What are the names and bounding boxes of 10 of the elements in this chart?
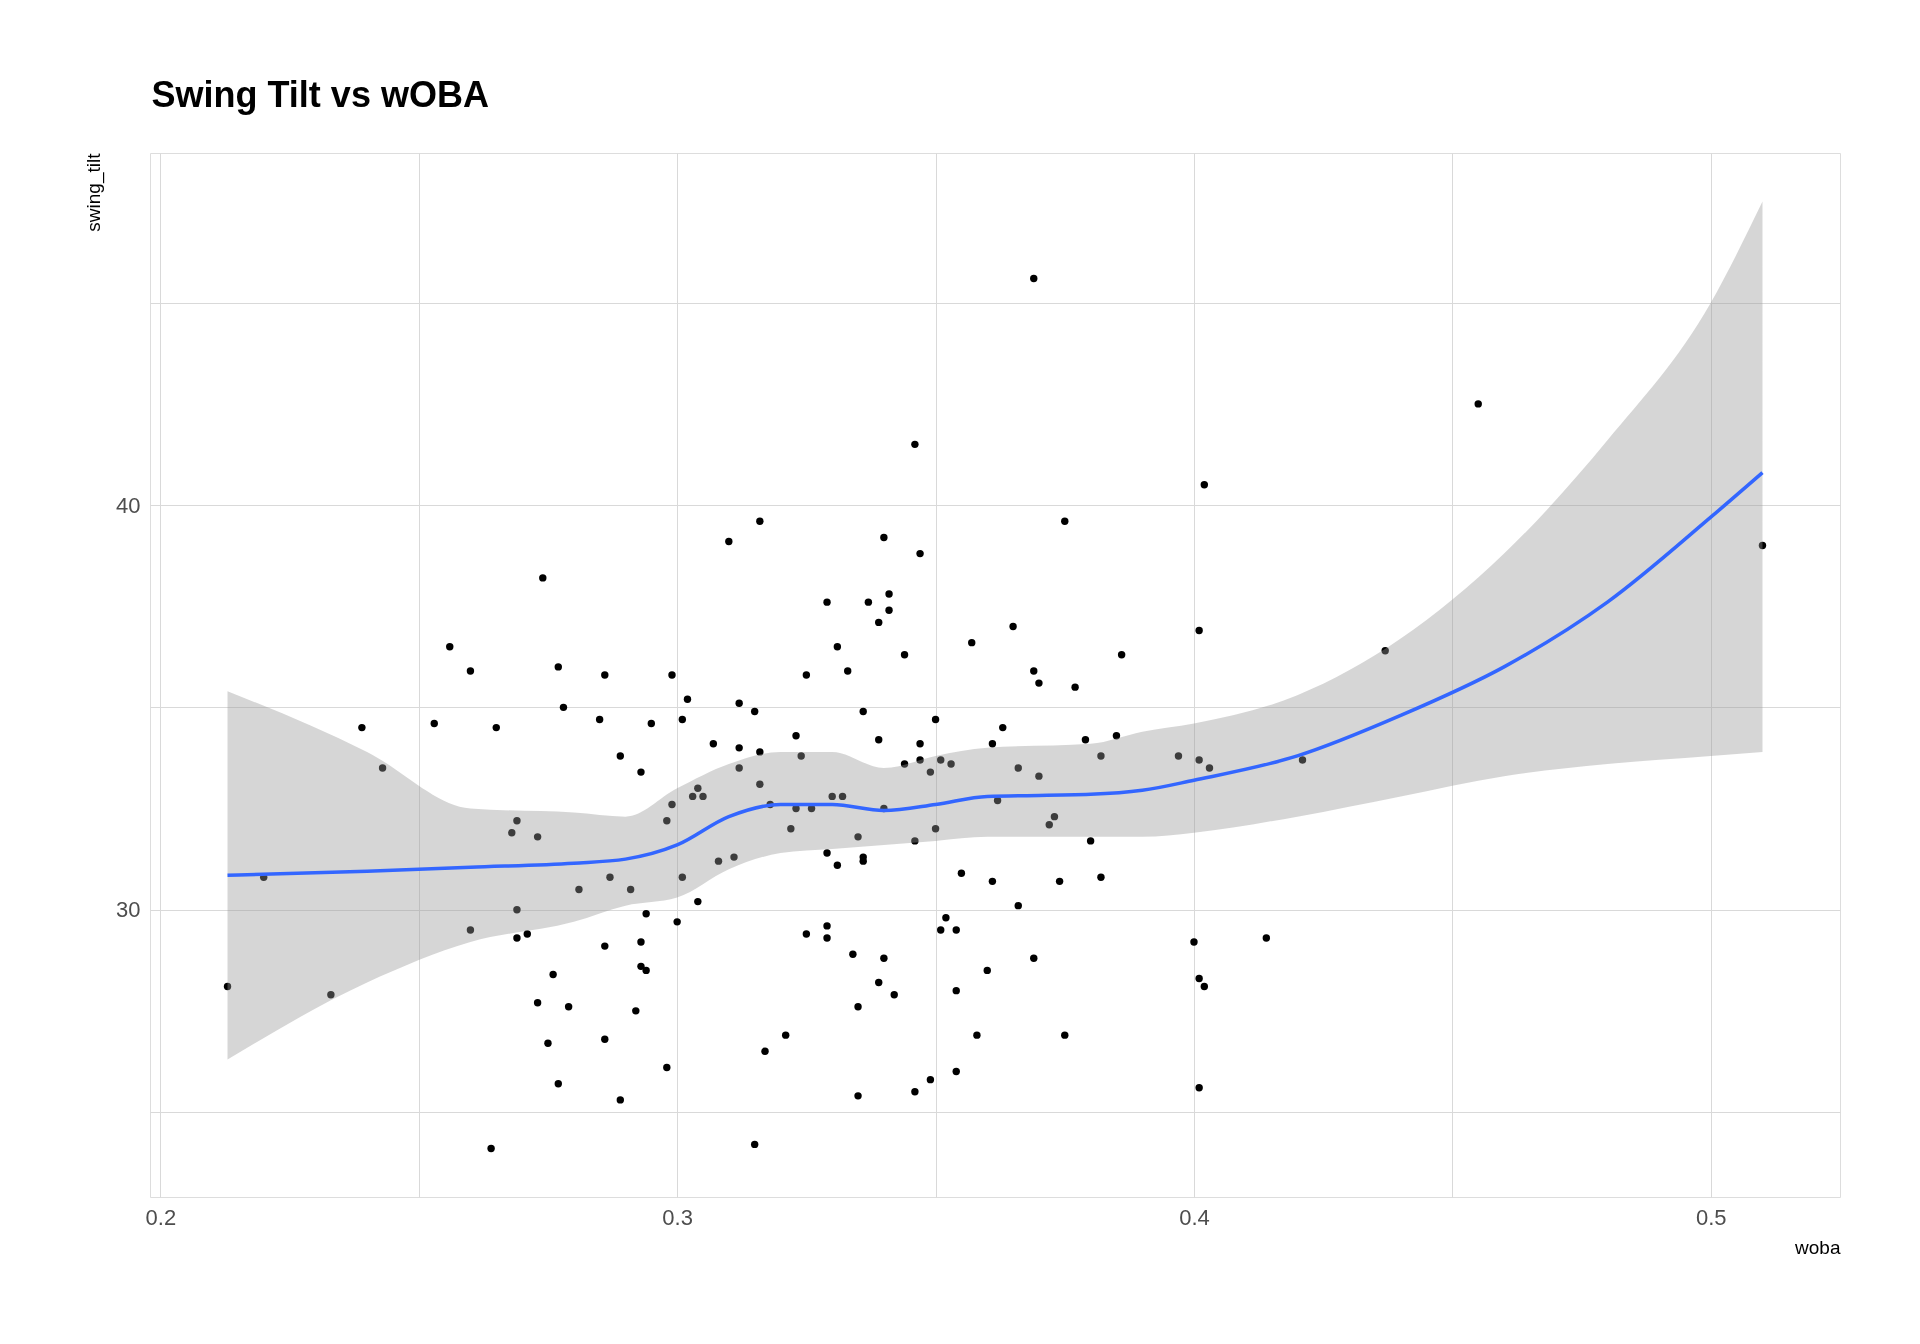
chart-title: Swing Tilt vs wOBA <box>151 74 489 115</box>
x-tick-label: 0.5 <box>1696 1204 1727 1230</box>
x-tick-label: 0.4 <box>1179 1204 1210 1230</box>
x-axis-title: woba <box>1794 1236 1841 1258</box>
x-tick-label: 0.2 <box>145 1204 177 1230</box>
y-tick-label: 30 <box>116 897 141 923</box>
x-tick-label: 0.3 <box>662 1204 693 1230</box>
line-series <box>225 470 1765 878</box>
y-axis-title: swing_tilt <box>83 152 106 232</box>
y-tick-label: 40 <box>116 492 141 518</box>
